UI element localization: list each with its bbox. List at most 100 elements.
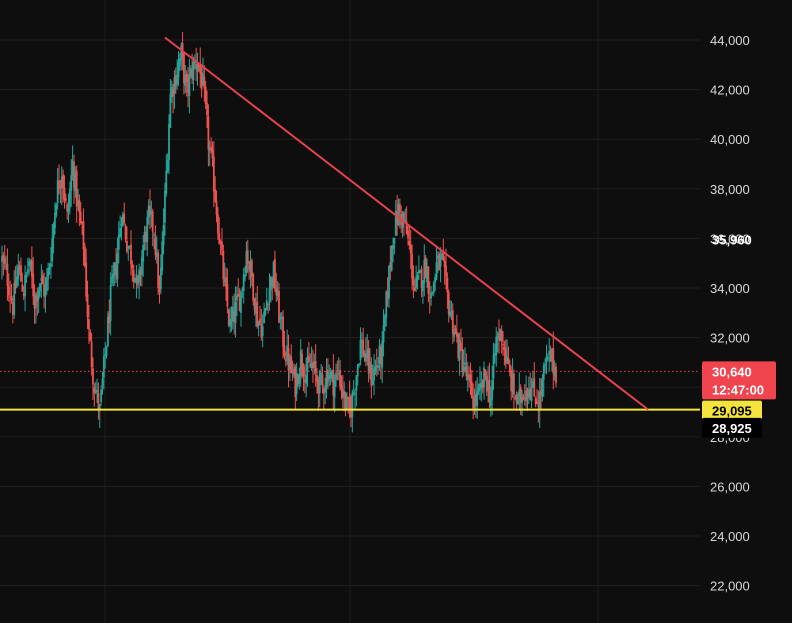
candle-body bbox=[287, 348, 290, 371]
candle-body bbox=[541, 379, 544, 397]
candle-body bbox=[202, 73, 204, 86]
candle-body bbox=[3, 257, 6, 264]
candle-body bbox=[268, 288, 271, 303]
candle-body bbox=[207, 116, 210, 150]
y-axis[interactable]: 22,00024,00026,00028,00030,00032,00034,0… bbox=[710, 33, 750, 594]
candle-body bbox=[134, 278, 136, 283]
candle-body bbox=[86, 294, 89, 318]
price-tag-red: 30,640 12:47:00 bbox=[702, 361, 776, 400]
candle-body bbox=[225, 276, 227, 288]
candle-body bbox=[487, 379, 490, 390]
candle-body bbox=[96, 389, 98, 393]
candle-body bbox=[17, 265, 20, 280]
candle-body bbox=[370, 364, 373, 387]
candle-body bbox=[290, 356, 293, 374]
candle-body bbox=[170, 86, 173, 98]
overlay-lines[interactable] bbox=[0, 36, 700, 411]
candle-body bbox=[474, 394, 477, 405]
candle-body bbox=[107, 316, 109, 347]
price-tag-plain: 35,960 bbox=[712, 232, 752, 247]
candle-body bbox=[477, 387, 480, 392]
candle-body bbox=[109, 284, 112, 321]
candle-body bbox=[420, 268, 423, 288]
candle-body bbox=[22, 293, 25, 297]
candle-body bbox=[488, 379, 491, 403]
candle-body bbox=[423, 259, 426, 283]
candle-body bbox=[403, 212, 405, 221]
candle-body bbox=[24, 274, 26, 297]
candle-body bbox=[14, 280, 17, 289]
price-tag-yellow: 29,095 bbox=[702, 400, 762, 421]
candle-body bbox=[504, 348, 507, 364]
candle-body bbox=[460, 342, 462, 350]
price-tag-label: 30,640 bbox=[712, 364, 752, 379]
price-tag-box bbox=[702, 400, 762, 421]
candle-body bbox=[508, 364, 511, 373]
candle-body bbox=[525, 390, 528, 402]
candle-body bbox=[294, 366, 297, 398]
candle-body bbox=[548, 350, 551, 355]
candle-body bbox=[180, 45, 183, 61]
candle-body bbox=[16, 276, 18, 286]
candle-body bbox=[124, 225, 127, 240]
y-tick-label: 38,000 bbox=[710, 182, 750, 197]
candle-body bbox=[365, 353, 367, 362]
candle-body bbox=[218, 233, 221, 244]
candle-body bbox=[36, 295, 39, 302]
candle-body bbox=[130, 244, 132, 264]
candle-body bbox=[18, 267, 21, 269]
candle-body bbox=[546, 357, 549, 360]
resistance-trendline[interactable] bbox=[164, 36, 649, 411]
candle-body bbox=[545, 356, 548, 363]
candle-body bbox=[51, 237, 54, 262]
candle-body bbox=[312, 362, 314, 367]
candle-body bbox=[215, 201, 218, 215]
candle-body bbox=[172, 89, 174, 97]
candle-body bbox=[49, 263, 52, 267]
candle-body bbox=[168, 124, 170, 161]
candle-body bbox=[468, 374, 470, 378]
candle-body bbox=[320, 373, 322, 375]
candle-body bbox=[331, 370, 333, 372]
candle-body bbox=[397, 204, 400, 226]
candle-body bbox=[449, 311, 451, 317]
candle-body bbox=[511, 374, 514, 392]
candle-body bbox=[271, 278, 274, 287]
candle-body bbox=[513, 373, 515, 395]
candle-body bbox=[303, 379, 306, 382]
candle-body bbox=[412, 276, 415, 286]
candle-body bbox=[529, 387, 532, 400]
candle-body bbox=[527, 389, 530, 398]
candle-body bbox=[193, 62, 196, 64]
candle-body bbox=[88, 319, 90, 330]
candle-body bbox=[453, 331, 456, 337]
candle-body bbox=[450, 311, 453, 313]
candle-body bbox=[470, 382, 473, 399]
candle-body bbox=[352, 391, 355, 393]
candle-body bbox=[530, 387, 533, 402]
candle-body bbox=[382, 325, 385, 343]
candle-body bbox=[200, 72, 203, 90]
candle-body bbox=[10, 298, 13, 301]
candle-body bbox=[384, 315, 386, 327]
candle-body bbox=[288, 358, 291, 370]
candle-body bbox=[375, 365, 378, 367]
candle-body bbox=[343, 391, 346, 398]
candle-body bbox=[241, 288, 244, 290]
candle-body bbox=[358, 363, 361, 366]
candle-body bbox=[523, 397, 526, 399]
candle-body bbox=[173, 77, 176, 94]
candle-body bbox=[481, 380, 484, 389]
candle-body bbox=[39, 283, 41, 292]
candle-body bbox=[136, 276, 139, 285]
candle-body bbox=[434, 276, 437, 283]
candle-body bbox=[237, 293, 240, 297]
candle-body bbox=[169, 93, 172, 128]
candle-body bbox=[196, 64, 199, 72]
candle-body bbox=[162, 225, 165, 246]
candle-body bbox=[404, 219, 407, 222]
candle-body bbox=[226, 283, 229, 307]
candle-body bbox=[75, 170, 78, 207]
